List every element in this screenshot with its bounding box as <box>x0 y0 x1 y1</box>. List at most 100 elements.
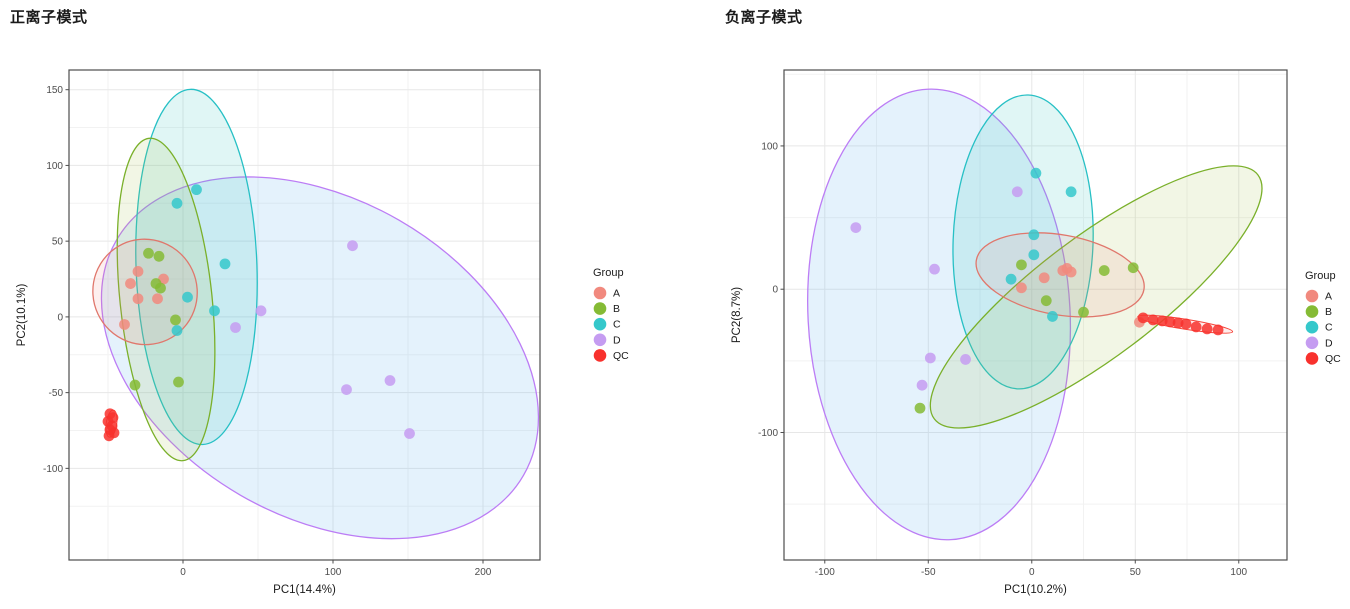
data-point-A <box>1016 282 1027 294</box>
points-group-A <box>1016 263 1145 328</box>
legend-label-A: A <box>613 288 620 300</box>
data-point-QC <box>1147 314 1159 326</box>
legend-swatch-A <box>593 286 607 300</box>
x-axis-title: PC1(10.2%) <box>1004 584 1067 596</box>
points-group-C <box>1005 167 1077 322</box>
x-tick-label: -50 <box>921 567 936 578</box>
data-point-B <box>1040 295 1052 307</box>
data-point-QC <box>1180 318 1192 330</box>
points-group-C <box>171 184 231 336</box>
panel-negative: -100 -50 0 50 100 100 0 -100 PC1(10.2%) PC2(8.7%)… <box>731 69 1341 596</box>
data-point-A <box>132 293 144 305</box>
points-group-B <box>914 259 1139 414</box>
points-group-A <box>119 266 169 330</box>
data-point-A <box>152 293 163 305</box>
y-axis-title: PC2(8.7%) <box>731 287 743 343</box>
data-point-B <box>143 247 154 259</box>
panel-border <box>68 69 541 561</box>
data-point-C <box>219 258 231 270</box>
data-point-A <box>132 266 144 277</box>
data-point-D <box>404 428 415 439</box>
data-point-B <box>155 282 166 294</box>
x-tick-label: 0 <box>1029 567 1035 578</box>
data-point-C <box>191 184 202 196</box>
data-point-QC <box>1164 316 1176 328</box>
legend-swatch-QC <box>593 349 607 362</box>
data-point-C <box>171 325 183 336</box>
data-point-B <box>1016 259 1027 271</box>
x-tick-label: 50 <box>1130 567 1142 578</box>
legend-swatch-C <box>593 317 607 331</box>
legend-swatch-A <box>1305 289 1319 303</box>
data-point-D <box>230 322 241 333</box>
legend-label-QC: QC <box>613 350 629 362</box>
negative-mode-title: 负离子模式 <box>725 9 803 26</box>
data-point-C <box>1047 311 1058 322</box>
y-tick-label: 100 <box>761 141 778 152</box>
x-axis-title: PC1(14.4%) <box>273 584 336 596</box>
legend-label-B: B <box>1325 306 1332 318</box>
legend-label-QC: QC <box>1325 353 1341 365</box>
legend-swatch-C <box>1305 320 1319 334</box>
data-point-B <box>1127 262 1139 274</box>
x-tick-label: 100 <box>1230 567 1247 578</box>
data-point-D <box>929 263 940 275</box>
x-tick-label: 200 <box>475 567 492 578</box>
data-point-D <box>916 379 928 391</box>
ellipse-group-D <box>807 88 1072 541</box>
data-point-QC <box>1156 315 1168 327</box>
y-tick-label: -100 <box>758 428 778 439</box>
data-point-C <box>171 197 183 209</box>
data-point-C <box>1030 167 1042 179</box>
legend-label-C: C <box>1325 322 1333 334</box>
x-tick-label: -100 <box>815 567 835 578</box>
legend-label-A: A <box>1325 291 1332 303</box>
x-tick-label: 0 <box>180 567 186 578</box>
data-point-A <box>1038 272 1050 284</box>
data-point-QC <box>1212 324 1224 336</box>
data-point-A <box>1061 263 1073 274</box>
points-group-D <box>230 240 415 439</box>
y-tick-label: -50 <box>49 388 64 399</box>
ellipse-group-B <box>929 165 1263 429</box>
legend-swatch-D <box>1305 336 1319 350</box>
data-point-C <box>1065 186 1077 198</box>
data-point-QC <box>1201 323 1213 335</box>
data-point-C <box>1028 229 1040 241</box>
data-point-D <box>960 354 971 365</box>
x-tick-label: 100 <box>325 567 342 578</box>
data-point-C <box>182 291 193 303</box>
legend-title: Group <box>1305 270 1336 282</box>
data-point-B <box>914 402 926 414</box>
data-point-A <box>125 278 136 289</box>
data-point-QC <box>1190 321 1202 333</box>
y-tick-label: 0 <box>772 285 778 296</box>
legend-swatch-QC <box>1305 352 1319 365</box>
legend-label-D: D <box>1325 337 1333 349</box>
data-point-B <box>173 376 184 388</box>
y-tick-label: 0 <box>57 312 63 323</box>
legend-label-C: C <box>613 319 621 331</box>
points-group-QC <box>1137 312 1224 336</box>
data-point-QC <box>1137 312 1149 324</box>
legend-swatch-B <box>593 302 607 315</box>
data-point-B <box>1098 265 1110 276</box>
ellipse-group-B <box>116 137 216 462</box>
points-group-QC <box>102 408 120 442</box>
data-point-C <box>209 305 220 317</box>
positive-mode-title: 正离子模式 <box>10 9 88 26</box>
data-point-B <box>1078 306 1089 318</box>
data-point-D <box>255 305 267 317</box>
data-point-QC <box>1172 317 1184 329</box>
data-point-D <box>924 352 936 364</box>
data-point-B <box>153 250 165 262</box>
data-point-D <box>1011 186 1023 198</box>
y-tick-label: -100 <box>43 464 63 475</box>
points-group-D <box>850 186 1023 391</box>
legend-label-B: B <box>613 303 620 315</box>
data-point-D <box>347 240 358 252</box>
legend-label-D: D <box>613 334 621 346</box>
